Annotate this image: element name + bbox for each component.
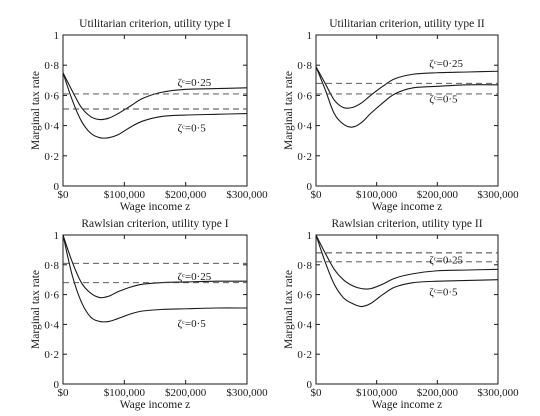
y-axis-label: Marginal tax rate (283, 270, 295, 349)
y-tick-label: 0·8 (297, 260, 312, 272)
x-tick-label: $200,000 (165, 387, 207, 399)
y-tick-label: 0·2 (297, 151, 312, 163)
curve-label-1: ζᶜ=0·25 (429, 255, 463, 267)
x-tick-label: $100,000 (356, 387, 398, 399)
y-tick-label: 0 (54, 379, 60, 391)
x-tick-label: $0 (58, 189, 70, 201)
x-tick-label: $100,000 (104, 387, 146, 399)
x-tick-label: $200,000 (165, 189, 207, 201)
x-tick-label: $200,000 (417, 189, 459, 201)
curve-label-2: ζᶜ=0·5 (429, 94, 458, 106)
series-solid-1 (315, 66, 499, 109)
y-tick-label: 0 (307, 379, 313, 391)
series-solid-1 (62, 234, 248, 299)
curve-label-2: ζᶜ=0·5 (178, 122, 207, 134)
plot-frame (315, 234, 499, 385)
y-axis-label: Marginal tax rate (30, 270, 42, 349)
x-tick-label: $0 (58, 387, 70, 399)
panel-1: Utilitarian criterion, utility type I 0 0·… (30, 18, 268, 213)
chart-title: Rawlsian criterion, utility type I (81, 218, 228, 230)
x-tick-label: $100,000 (356, 189, 398, 201)
y-tick-label: 0·6 (297, 90, 312, 102)
panel-2: Utilitarian criterion, utility type II 0 0… (283, 18, 519, 213)
plot-frame (62, 34, 248, 187)
series-solid-2 (315, 66, 499, 128)
y-tick-label: 1 (307, 230, 313, 242)
y-tick-label: 0·8 (44, 60, 59, 72)
x-tick-label: $300,000 (477, 189, 519, 201)
y-tick-label: 0·6 (44, 90, 59, 102)
x-tick-label: $0 (311, 189, 323, 201)
x-tick-label: $300,000 (226, 189, 268, 201)
curve-label-2: ζᶜ=0·5 (429, 287, 458, 299)
y-tick-label: 0·4 (44, 121, 59, 133)
series-solid-2 (62, 234, 248, 323)
y-tick-label: 0·6 (44, 290, 59, 302)
y-tick-label: 1 (54, 230, 60, 242)
x-tick-label: $100,000 (104, 189, 146, 201)
x-axis-label: Wage income z (120, 201, 191, 213)
x-axis-label: Wage income z (372, 399, 443, 411)
curve-label-2: ζᶜ=0·5 (178, 318, 207, 330)
y-tick-label: 1 (54, 30, 60, 42)
chart-title: Utilitarian criterion, utility type II (329, 18, 485, 30)
plot-frame (315, 34, 499, 187)
y-tick-label: 0 (54, 181, 60, 193)
x-tick-label: $300,000 (477, 387, 519, 399)
y-tick-label: 0·6 (297, 290, 312, 302)
y-tick-label: 0·8 (44, 260, 59, 272)
y-tick-label: 1 (307, 30, 313, 42)
y-tick-label: 0·4 (297, 319, 312, 331)
y-tick-label: 0·2 (297, 349, 312, 361)
y-tick-label: 0 (307, 181, 313, 193)
plot-frame (62, 234, 248, 385)
x-tick-label: $0 (311, 387, 323, 399)
y-axis-label: Marginal tax rate (283, 71, 295, 150)
series-solid-2 (62, 72, 248, 139)
x-axis-label: Wage income z (120, 399, 191, 411)
y-axis-label: Marginal tax rate (30, 71, 42, 150)
curve-label-1: ζᶜ=0·25 (178, 271, 212, 283)
series-solid-2 (315, 234, 499, 308)
chart-title: Utilitarian criterion, utility type I (79, 18, 231, 30)
chart-title: Rawlsian criterion, utility type II (331, 218, 482, 230)
y-tick-label: 0·4 (44, 319, 59, 331)
y-tick-label: 0·4 (297, 121, 312, 133)
panel-3: Rawlsian criterion, utility type I 0 0·2 0·… (30, 218, 268, 411)
y-tick-label: 0·2 (44, 151, 59, 163)
y-tick-label: 0·8 (297, 60, 312, 72)
curve-label-1: ζᶜ=0·25 (429, 58, 463, 70)
y-tick-label: 0·2 (44, 349, 59, 361)
x-axis-label: Wage income z (372, 201, 443, 213)
series-solid-1 (315, 234, 499, 290)
x-tick-label: $300,000 (226, 387, 268, 399)
curve-label-1: ζᶜ=0·25 (178, 77, 212, 89)
panel-4: Rawlsian criterion, utility type II 0 0·2 0… (283, 218, 519, 411)
series-solid-1 (62, 72, 248, 121)
x-tick-label: $200,000 (417, 387, 459, 399)
